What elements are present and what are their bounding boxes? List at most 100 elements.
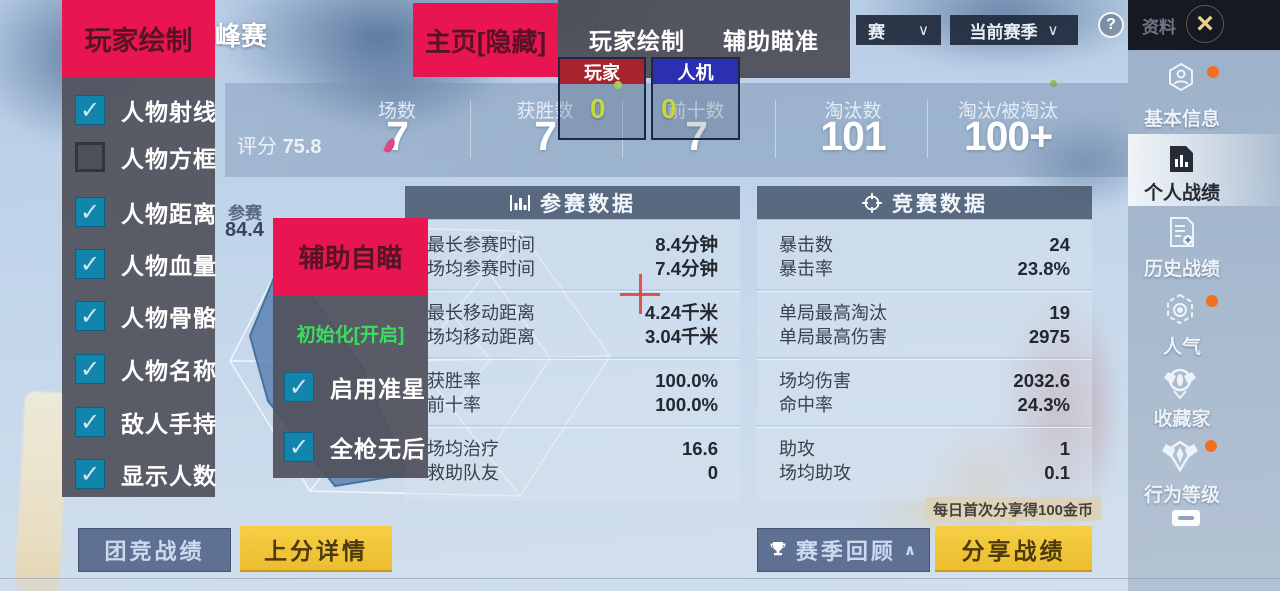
mode-dropdown[interactable]: 赛 ∨ (856, 15, 941, 45)
close-icon[interactable]: × (1186, 5, 1224, 43)
stat-label: 场均伤害 (779, 371, 851, 391)
sidebar-item-popularity[interactable]: 人气 (1128, 290, 1280, 358)
stat-column-value: 7 (386, 113, 409, 159)
sidebar-item-collector[interactable]: 收藏家 (1128, 362, 1280, 430)
mode-dropdown-label: 赛 (868, 22, 885, 42)
checkbox-checked-icon[interactable]: ✓ (75, 95, 105, 125)
stat-value: 19 (1049, 302, 1070, 323)
menu-row-label: 人物距离 (121, 201, 217, 227)
season-review-button[interactable]: 赛季回顾 ∧ (757, 528, 930, 572)
notification-dot (1206, 295, 1218, 307)
stat-value: 24 (1049, 234, 1070, 255)
stat-label: 最长参赛时间 (427, 235, 535, 255)
stat-label: 最长移动距离 (427, 303, 535, 323)
medal-icon (1164, 368, 1196, 400)
stat-label: 场均移动距离 (427, 327, 535, 347)
tab-aim-assist[interactable]: 辅助瞄准 (723, 28, 819, 54)
sidebar-item-history-stats[interactable]: 历史战绩 (1128, 214, 1280, 280)
divider (927, 100, 928, 158)
sidebar-item-label: 行为等级 (1143, 485, 1221, 506)
stat-column-label: 场数 (377, 101, 417, 122)
stat-label: 单局最高淘汰 (779, 303, 887, 323)
star-badge-icon (1162, 440, 1198, 473)
home-hide-button[interactable]: 主页[隐藏] (413, 3, 558, 77)
stat-value: 100.0% (655, 394, 718, 415)
menu-row-no-recoil: ✓ 全枪无后 (284, 430, 426, 464)
checkbox-checked-icon[interactable]: ✓ (75, 354, 105, 384)
season-dropdown-label: 当前赛季 (969, 22, 1038, 42)
stat-value: 2032.6 (1013, 370, 1070, 391)
stat-label: 场均助攻 (779, 463, 851, 483)
stat-column-value: 7 (534, 113, 557, 159)
divider (622, 100, 623, 158)
card-icon[interactable] (1172, 510, 1200, 526)
profile-sidebar: 资料 × 基本信息 个人战绩 历史战绩 人气 收藏家 (1128, 0, 1280, 591)
notification-dot (1205, 440, 1217, 452)
player-draw-menu-header[interactable]: 玩家绘制 (62, 0, 215, 77)
menu-row-label: 显示人数 (121, 463, 217, 489)
stat-value: 8.4分钟 (655, 234, 718, 255)
confetti-dot (614, 81, 622, 89)
stat-label: 获胜率 (427, 371, 481, 391)
rating-value: 75.8 (282, 136, 322, 158)
help-icon[interactable]: ? (1098, 12, 1124, 38)
menu-row-label: 人物血量 (121, 253, 217, 279)
person-hexagon-icon (1169, 62, 1193, 92)
checkbox-checked-icon[interactable]: ✓ (284, 432, 314, 462)
bot-counter-box[interactable]: 人机 0 (651, 57, 740, 140)
checkbox-checked-icon[interactable]: ✓ (75, 197, 105, 227)
aim-init-status[interactable]: 初始化[开启] (296, 325, 405, 346)
stat-column-value: 100+ (963, 113, 1053, 159)
sidebar-item-basic-info[interactable]: 基本信息 (1128, 58, 1280, 130)
history-document-icon (1170, 217, 1194, 247)
stats-document-icon (1170, 146, 1193, 172)
checkbox-checked-icon[interactable]: ✓ (75, 249, 105, 279)
radar-axis-label: 参赛 (228, 204, 262, 223)
stat-value: 2975 (1028, 326, 1070, 347)
menu-row-skeleton: ✓ 人物骨骼 (75, 299, 217, 333)
stat-label: 救助队友 (427, 463, 499, 483)
player-counter-box[interactable]: 玩家 0 (558, 57, 646, 140)
aim-assist-header[interactable]: 辅助自瞄 (273, 218, 428, 295)
stat-value: 100.0% (655, 370, 718, 391)
aim-assist-body: 初始化[开启] ✓ 启用准星 ✓ 全枪无后 (273, 295, 428, 478)
sidebar-item-conduct-level[interactable]: 行为等级 (1128, 436, 1280, 506)
sidebar-item-label: 人气 (1162, 337, 1202, 358)
radar-axis-value: 84.4 (225, 219, 264, 241)
chevron-down-icon: ∨ (1047, 22, 1059, 39)
player-counter-header: 玩家 (560, 59, 644, 84)
checkbox-checked-icon[interactable]: ✓ (284, 372, 314, 402)
divider (775, 100, 776, 158)
divider (470, 100, 471, 158)
player-draw-menu-body: ✓ 人物射线 人物方框 ✓ 人物距离 ✓ 人物血量 ✓ 人物骨骼 ✓ 人物名称 ✓ 敌人手持… (62, 77, 217, 497)
sidebar-item-personal-stats[interactable]: 个人战绩 (1128, 142, 1280, 206)
menu-row-label: 人物骨骼 (121, 305, 217, 331)
panel-title: 参赛数据 (540, 192, 636, 216)
team-stats-button[interactable]: 团竞战绩 (78, 528, 231, 572)
scoreboard: 评分 75.8 场数 7 获胜数 7 前十数 7 淘汰数 101 淘汰/被淘汰 … (225, 83, 1128, 177)
checkbox-checked-icon[interactable]: ✓ (75, 459, 105, 489)
checkbox-checked-icon[interactable]: ✓ (75, 301, 105, 331)
share-stats-button[interactable]: 分享战绩 (935, 526, 1092, 572)
stat-column-label: 前十数 (667, 101, 725, 122)
season-review-label: 赛季回顾 (795, 539, 896, 564)
player-draw-menu: 玩家绘制 ✓ 人物射线 人物方框 ✓ 人物距离 ✓ 人物血量 ✓ 人物骨骼 ✓ 人物名称 … (62, 0, 217, 497)
player-counter-value: 0 (590, 93, 606, 124)
menu-row-box: 人物方框 (75, 140, 217, 174)
sidebar-selected-highlight (1128, 134, 1280, 206)
chevron-up-icon: ∧ (903, 542, 920, 559)
rank-details-button[interactable]: 上分详情 (240, 526, 392, 572)
sidebar-header-title: 资料 (1142, 18, 1176, 37)
tab-player-draw[interactable]: 玩家绘制 (589, 28, 685, 54)
stat-value: 3.04千米 (644, 326, 718, 347)
bottom-strip (0, 578, 1280, 591)
stat-label: 暴击数 (779, 235, 833, 255)
checkbox-checked-icon[interactable]: ✓ (75, 407, 105, 437)
menu-row-label: 敌人手持 (121, 411, 217, 437)
menu-row-distance: ✓ 人物距离 (75, 195, 217, 229)
sidebar-item-label: 历史战绩 (1143, 259, 1221, 280)
checkbox-unchecked-icon[interactable] (75, 142, 105, 172)
page-title: 峰赛 (215, 21, 268, 51)
notification-dot (1207, 66, 1219, 78)
season-dropdown[interactable]: 当前赛季 ∨ (950, 15, 1078, 45)
